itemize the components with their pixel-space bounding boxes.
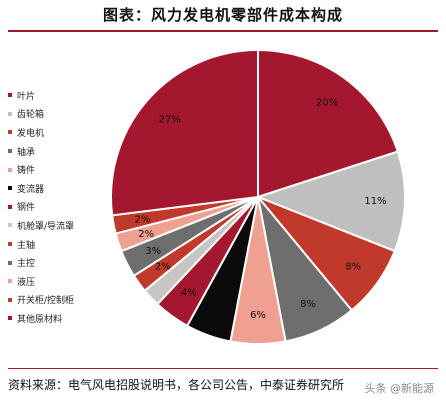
legend-item: 主轴 <box>8 235 74 254</box>
pie-data-label: 27% <box>159 115 181 126</box>
pie-data-label: 2% <box>135 215 151 226</box>
legend-item: 液压 <box>8 272 74 291</box>
legend-swatch <box>8 279 12 284</box>
source-divider <box>8 368 438 369</box>
legend-item: 变流器 <box>8 179 74 198</box>
legend-swatch <box>8 111 12 116</box>
legend-item: 其他原材料 <box>8 309 74 328</box>
source-note: 资料来源：电气风电招股说明书，各公司公告，中泰证券研究所 <box>8 378 345 392</box>
legend-label: 变流器 <box>17 184 45 195</box>
legend-swatch <box>8 297 12 302</box>
legend-swatch <box>8 204 12 209</box>
legend-item: 铸件 <box>8 160 74 179</box>
legend-swatch <box>8 130 12 135</box>
legend-swatch <box>8 149 12 154</box>
legend-label: 铸件 <box>17 166 36 177</box>
legend-item: 轴承 <box>8 142 74 161</box>
legend-swatch <box>8 260 12 265</box>
legend-swatch <box>8 223 12 228</box>
legend-label: 机舱罩/导流罩 <box>17 221 75 232</box>
pie-data-label: 2% <box>155 262 171 273</box>
pie-slice <box>257 48 400 199</box>
legend-swatch <box>8 93 12 98</box>
pie-data-label: 8% <box>345 262 361 273</box>
legend-swatch <box>8 186 12 191</box>
legend-swatch <box>8 316 12 321</box>
legend-item: 开关柜/控制柜 <box>8 291 74 310</box>
watermark: 头条 @新能源 <box>364 382 435 395</box>
legend-label: 开关柜/控制柜 <box>17 296 75 307</box>
pie-slice <box>255 150 406 253</box>
legend-item: 叶片 <box>8 86 74 105</box>
legend-item: 主控 <box>8 253 74 272</box>
pie-data-label: 8% <box>300 299 316 310</box>
pie-data-label: 20% <box>316 97 338 108</box>
legend-label: 主控 <box>17 259 36 270</box>
pie-data-label: 2% <box>138 229 154 240</box>
legend-swatch <box>8 167 12 172</box>
legend-item: 发电机 <box>8 123 74 142</box>
legend-label: 发电机 <box>17 128 45 139</box>
pie-data-label: 4% <box>181 288 197 299</box>
chart-title: 图表：风力发电机零部件成本构成 <box>102 6 343 24</box>
legend-item: 钢件 <box>8 198 74 217</box>
legend-label: 主轴 <box>17 240 36 251</box>
pie-data-label: 11% <box>364 196 386 207</box>
legend-item: 机舱罩/导流罩 <box>8 216 74 235</box>
legend-label: 轴承 <box>17 147 36 158</box>
pie-data-label: 3% <box>145 246 161 257</box>
legend-label: 液压 <box>17 277 36 288</box>
pie-data-label: 6% <box>250 310 266 321</box>
legend-label: 齿轮箱 <box>17 110 45 121</box>
legend-item: 齿轮箱 <box>8 105 74 124</box>
title-divider <box>8 30 438 32</box>
pie-slice <box>110 48 259 217</box>
legend-label: 叶片 <box>17 91 36 102</box>
legend-swatch <box>8 242 12 247</box>
legend-label: 其他原材料 <box>17 314 63 325</box>
legend-label: 钢件 <box>17 203 36 214</box>
chart-legend: 叶片齿轮箱发电机轴承铸件变流器钢件机舱罩/导流罩 主轴主控液压开关柜/控制柜 其他原… <box>8 86 74 328</box>
